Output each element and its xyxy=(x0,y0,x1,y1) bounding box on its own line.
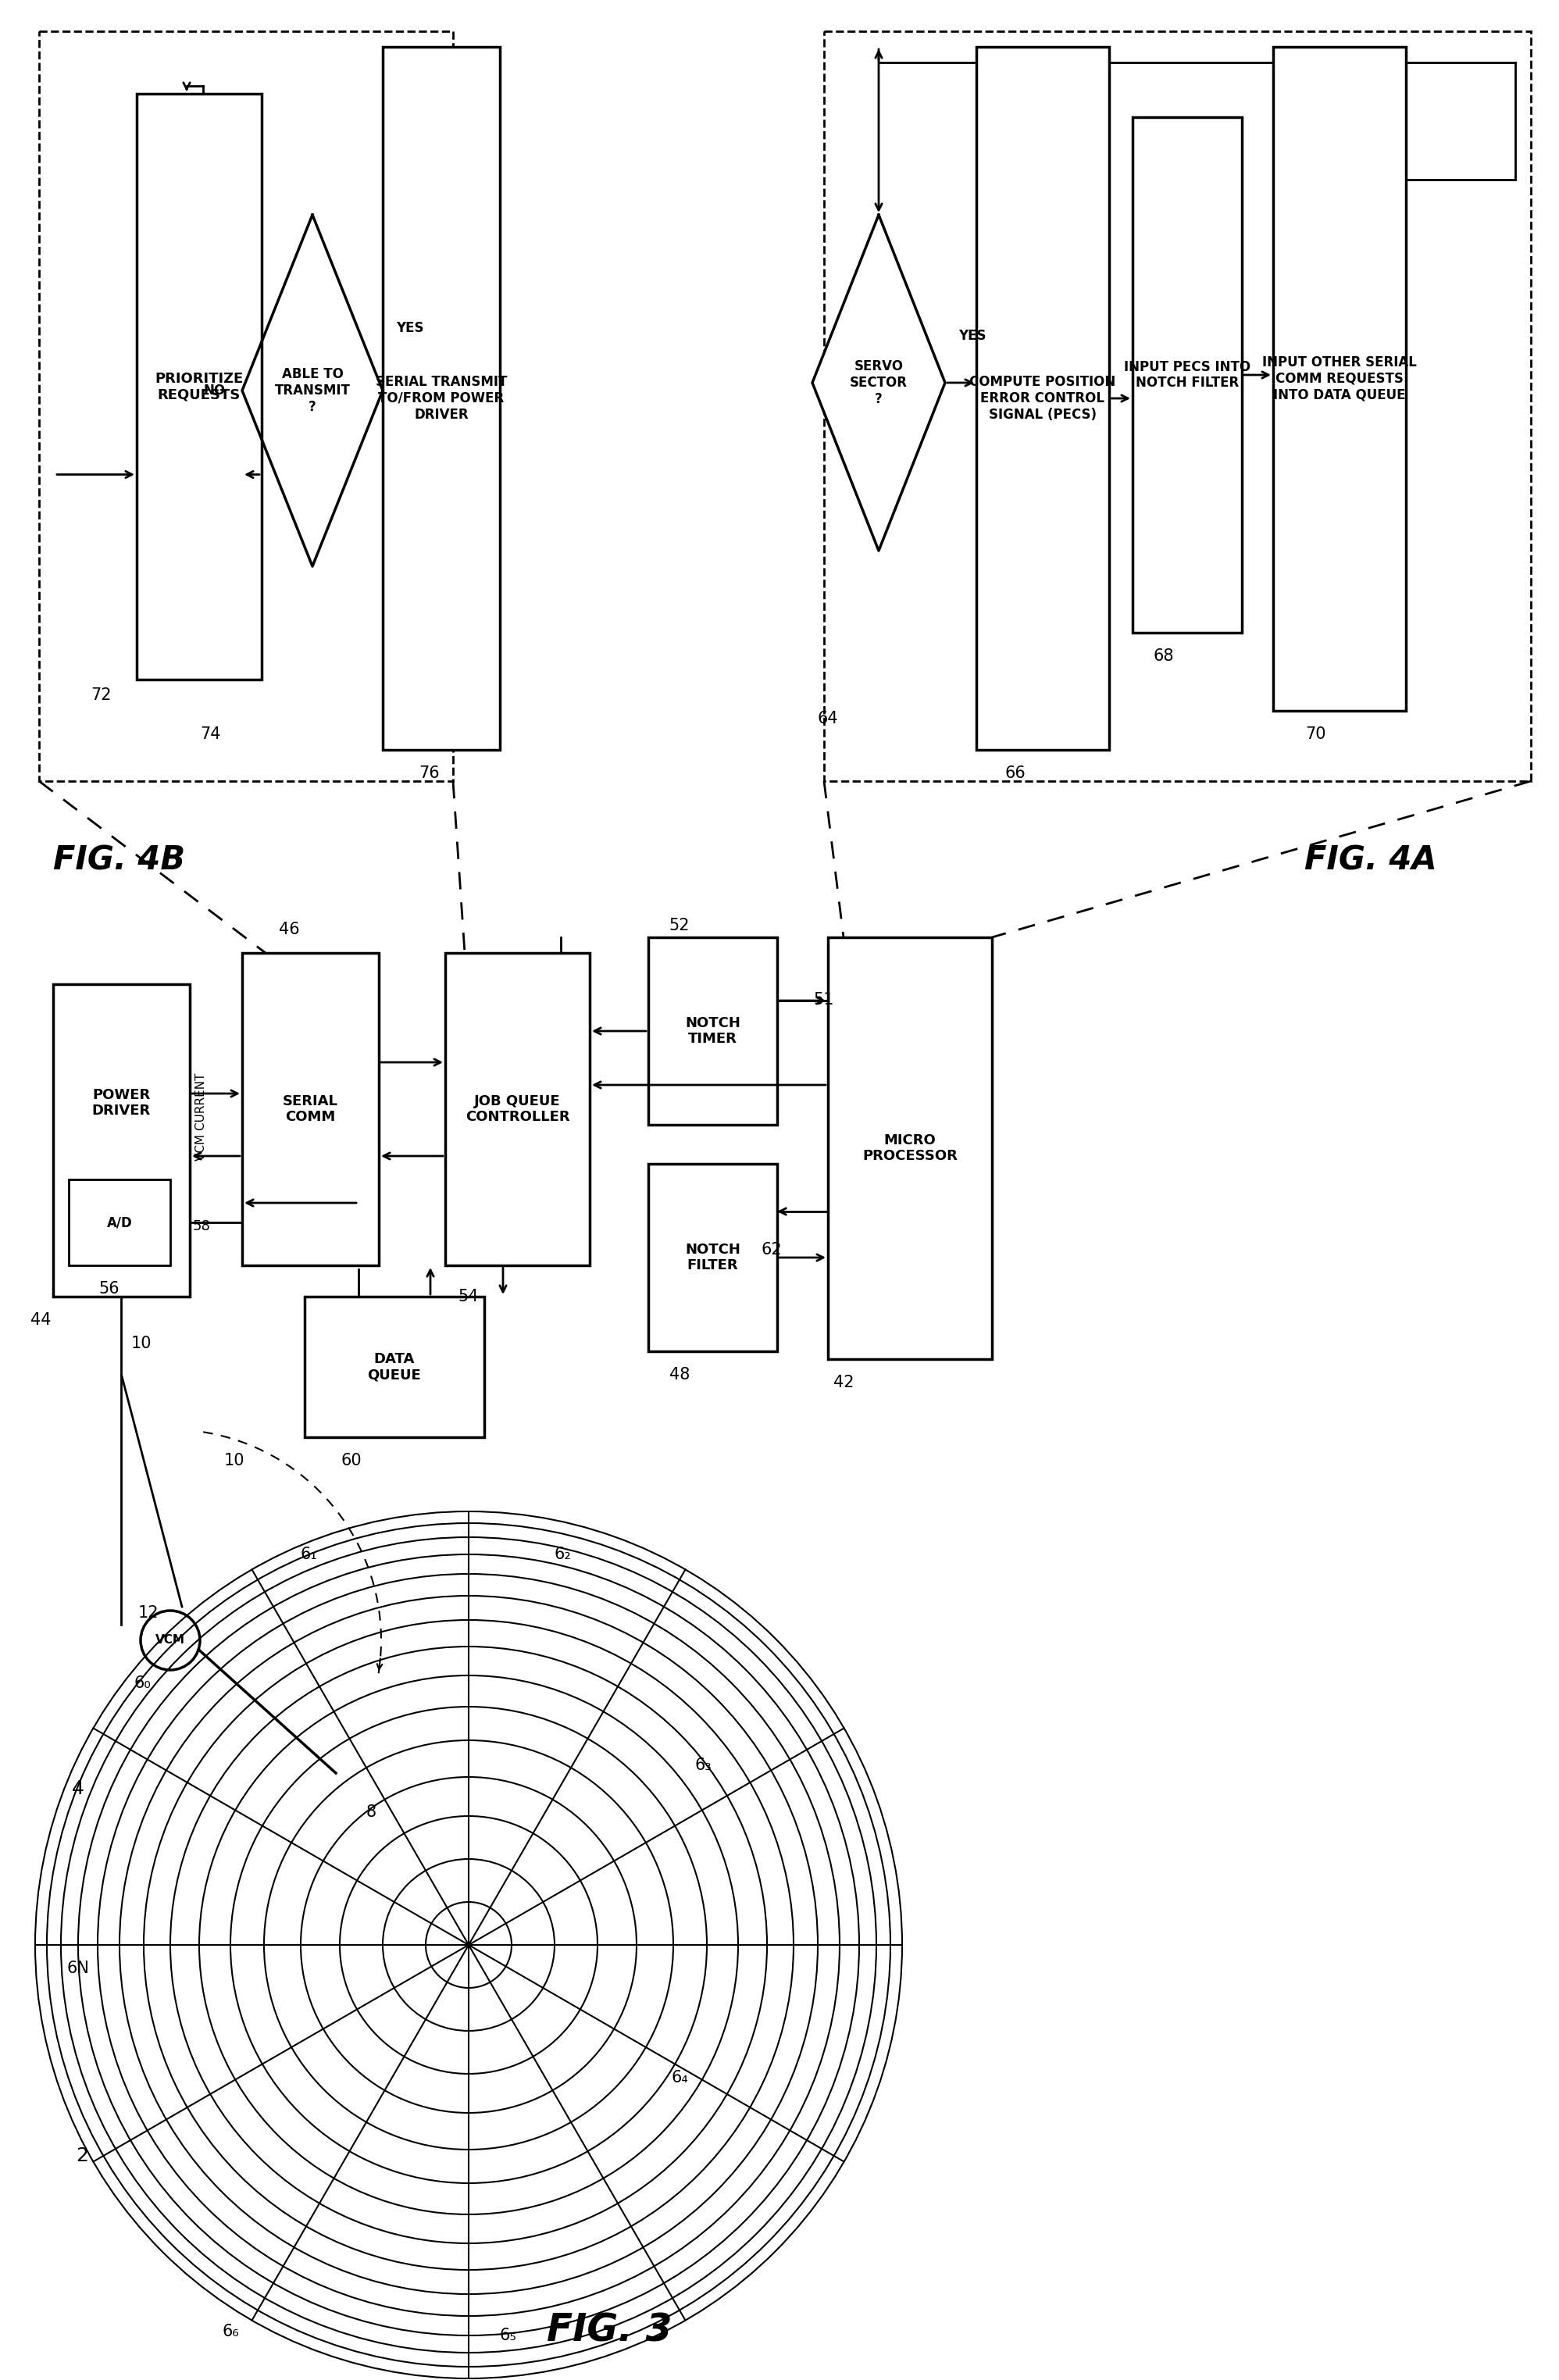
Bar xyxy=(1132,117,1243,633)
Polygon shape xyxy=(812,214,945,550)
Text: 10: 10 xyxy=(131,1335,151,1352)
Text: 52: 52 xyxy=(669,919,691,933)
Text: 58: 58 xyxy=(193,1219,210,1233)
Text: 62: 62 xyxy=(761,1242,783,1257)
Text: 56: 56 xyxy=(98,1280,120,1297)
Text: ABLE TO
TRANSMIT
?: ABLE TO TRANSMIT ? xyxy=(274,367,351,414)
Text: 2: 2 xyxy=(76,2147,89,2166)
Text: 6₃: 6₃ xyxy=(694,1756,711,1773)
Text: 6N: 6N xyxy=(67,1961,89,1975)
Text: 76: 76 xyxy=(419,766,440,781)
Text: 68: 68 xyxy=(1154,647,1174,664)
Bar xyxy=(69,1180,170,1266)
Text: 12: 12 xyxy=(139,1604,159,1621)
Text: 4: 4 xyxy=(72,1780,84,1797)
Text: MICRO
PROCESSOR: MICRO PROCESSOR xyxy=(862,1133,957,1164)
Bar xyxy=(39,31,454,781)
Text: YES: YES xyxy=(959,328,987,343)
Text: 54: 54 xyxy=(458,1290,479,1304)
Text: 6₆: 6₆ xyxy=(221,2323,239,2340)
Text: 60: 60 xyxy=(341,1452,362,1468)
Text: 6₅: 6₅ xyxy=(499,2328,516,2344)
Bar xyxy=(828,938,992,1359)
Bar xyxy=(382,48,500,750)
Text: PRIORITIZE
REQUESTS: PRIORITIZE REQUESTS xyxy=(154,371,243,402)
Text: YES: YES xyxy=(396,321,424,336)
Text: INPUT OTHER SERIAL
COMM REQUESTS
INTO DATA QUEUE: INPUT OTHER SERIAL COMM REQUESTS INTO DA… xyxy=(1263,355,1417,402)
Text: NOTCH
TIMER: NOTCH TIMER xyxy=(684,1016,741,1047)
Text: 10: 10 xyxy=(224,1452,245,1468)
Text: 64: 64 xyxy=(817,712,839,726)
Text: 6₂: 6₂ xyxy=(553,1547,571,1561)
Text: POWER
DRIVER: POWER DRIVER xyxy=(92,1088,151,1119)
Bar xyxy=(976,48,1108,750)
Text: 48: 48 xyxy=(669,1366,689,1383)
Text: 6₀: 6₀ xyxy=(134,1676,151,1692)
Text: 66: 66 xyxy=(1006,766,1026,781)
Bar xyxy=(446,952,589,1266)
Polygon shape xyxy=(242,214,382,566)
Bar xyxy=(137,93,262,681)
Text: SERIAL
COMM: SERIAL COMM xyxy=(282,1095,338,1123)
Text: FIG. 4A: FIG. 4A xyxy=(1305,843,1437,876)
Text: FIG. 4B: FIG. 4B xyxy=(53,843,186,876)
Text: 42: 42 xyxy=(833,1376,854,1390)
Text: 74: 74 xyxy=(201,726,221,743)
Text: A/D: A/D xyxy=(106,1216,133,1230)
Text: COMPUTE POSITION
ERROR CONTROL
SIGNAL (PECS): COMPUTE POSITION ERROR CONTROL SIGNAL (P… xyxy=(970,376,1116,421)
Bar xyxy=(649,938,776,1126)
Text: VCM: VCM xyxy=(156,1635,186,1647)
Text: 51: 51 xyxy=(814,992,834,1007)
Text: DATA
QUEUE: DATA QUEUE xyxy=(368,1352,421,1383)
Text: JOB QUEUE
CONTROLLER: JOB QUEUE CONTROLLER xyxy=(465,1095,569,1123)
Text: 44: 44 xyxy=(30,1311,51,1328)
Bar xyxy=(304,1297,485,1438)
Bar xyxy=(649,1164,776,1352)
Text: NOTCH
FILTER: NOTCH FILTER xyxy=(684,1242,741,1273)
Bar xyxy=(53,985,190,1297)
Text: 46: 46 xyxy=(279,921,299,938)
Text: 6₄: 6₄ xyxy=(670,2071,688,2085)
Bar xyxy=(242,952,379,1266)
Text: FIG. 3: FIG. 3 xyxy=(547,2311,672,2349)
Text: SERVO
SECTOR
?: SERVO SECTOR ? xyxy=(850,359,907,407)
Text: 8: 8 xyxy=(366,1804,376,1821)
Text: VCM CURRENT: VCM CURRENT xyxy=(196,1073,207,1161)
Text: INPUT PECS INTO
NOTCH FILTER: INPUT PECS INTO NOTCH FILTER xyxy=(1124,359,1250,390)
Text: 6₁: 6₁ xyxy=(299,1547,316,1561)
Bar xyxy=(1274,48,1406,712)
Text: 72: 72 xyxy=(90,688,112,702)
Text: NO: NO xyxy=(204,383,226,397)
Text: 70: 70 xyxy=(1306,726,1327,743)
Bar xyxy=(825,31,1531,781)
Text: SERIAL TRANSMIT
TO/FROM POWER
DRIVER: SERIAL TRANSMIT TO/FROM POWER DRIVER xyxy=(376,376,507,421)
